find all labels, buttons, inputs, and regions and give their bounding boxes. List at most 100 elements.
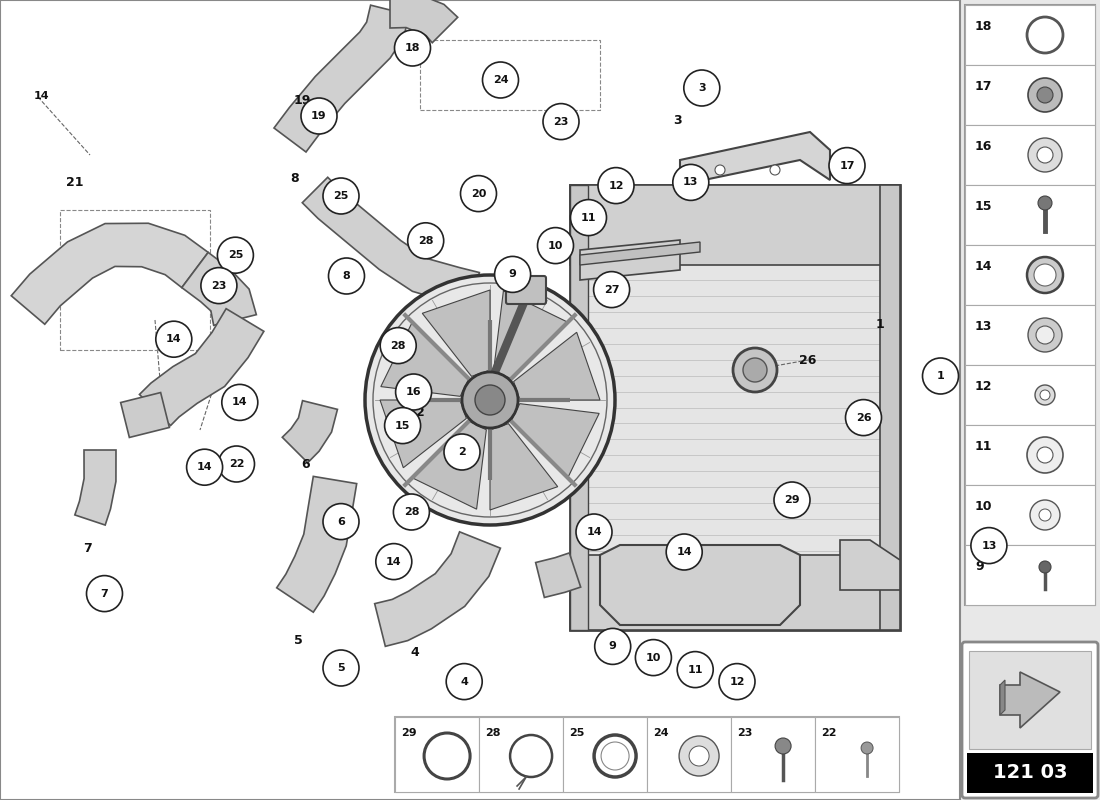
Text: 14: 14 (586, 527, 602, 537)
Text: 24: 24 (653, 729, 669, 738)
Text: 17: 17 (839, 161, 855, 170)
FancyBboxPatch shape (570, 185, 589, 630)
Circle shape (1037, 147, 1053, 163)
Circle shape (1040, 390, 1050, 400)
FancyBboxPatch shape (965, 305, 1094, 365)
Circle shape (776, 738, 791, 754)
Circle shape (219, 446, 254, 482)
Text: 23: 23 (553, 117, 569, 126)
Polygon shape (1000, 672, 1060, 728)
Text: 4: 4 (460, 677, 469, 686)
Polygon shape (11, 223, 208, 324)
Polygon shape (600, 545, 800, 625)
Text: 12: 12 (608, 181, 624, 190)
Circle shape (381, 328, 416, 363)
Polygon shape (283, 401, 338, 462)
FancyBboxPatch shape (395, 717, 899, 792)
Circle shape (543, 104, 579, 139)
Text: 6: 6 (301, 458, 310, 470)
Circle shape (971, 528, 1006, 563)
Polygon shape (182, 253, 256, 326)
Circle shape (594, 271, 629, 307)
Circle shape (774, 482, 810, 518)
Circle shape (495, 256, 530, 292)
Text: 8: 8 (342, 271, 351, 281)
Polygon shape (390, 0, 458, 42)
Polygon shape (121, 393, 169, 438)
Circle shape (323, 650, 359, 686)
Circle shape (87, 576, 122, 611)
Text: 11: 11 (688, 665, 703, 674)
Text: 25: 25 (333, 191, 349, 201)
Text: 11: 11 (975, 439, 992, 453)
Circle shape (396, 374, 431, 410)
Text: 13: 13 (981, 541, 997, 550)
FancyBboxPatch shape (962, 642, 1098, 798)
Circle shape (861, 742, 873, 754)
Text: 11: 11 (581, 213, 596, 222)
Circle shape (323, 504, 359, 540)
Text: 27: 27 (604, 285, 619, 294)
FancyBboxPatch shape (965, 5, 1094, 65)
Text: 26: 26 (856, 413, 871, 422)
Text: 28: 28 (418, 236, 433, 246)
Text: 16: 16 (975, 139, 992, 153)
FancyBboxPatch shape (395, 717, 478, 792)
Circle shape (1034, 264, 1056, 286)
Text: 9: 9 (608, 642, 617, 651)
Text: 15: 15 (975, 199, 992, 213)
Circle shape (1027, 437, 1063, 473)
Circle shape (1040, 561, 1050, 573)
Circle shape (1028, 78, 1062, 112)
Text: 12: 12 (975, 379, 992, 393)
Circle shape (1037, 87, 1053, 103)
Text: 27: 27 (544, 234, 562, 246)
Polygon shape (494, 291, 568, 378)
Circle shape (595, 629, 630, 664)
Text: 24: 24 (493, 75, 508, 85)
Circle shape (408, 223, 443, 259)
FancyBboxPatch shape (880, 185, 900, 630)
Circle shape (394, 494, 429, 530)
Circle shape (733, 348, 777, 392)
Circle shape (1030, 500, 1060, 530)
Text: 28: 28 (404, 507, 419, 517)
Circle shape (576, 514, 612, 550)
FancyBboxPatch shape (967, 753, 1093, 793)
Circle shape (678, 651, 713, 687)
Text: 17: 17 (975, 79, 992, 93)
Polygon shape (75, 450, 116, 525)
Text: 1: 1 (936, 371, 945, 381)
FancyBboxPatch shape (570, 185, 900, 265)
FancyBboxPatch shape (965, 425, 1094, 485)
Circle shape (1035, 385, 1055, 405)
Circle shape (301, 98, 337, 134)
Circle shape (719, 664, 755, 699)
FancyBboxPatch shape (965, 5, 1094, 605)
Text: 8: 8 (290, 171, 299, 185)
Text: 14: 14 (232, 398, 248, 407)
Text: 14: 14 (197, 462, 212, 472)
Polygon shape (536, 553, 581, 598)
Text: 10: 10 (646, 653, 661, 662)
FancyBboxPatch shape (563, 717, 647, 792)
Text: 29: 29 (784, 495, 800, 505)
Text: 28: 28 (390, 341, 406, 350)
Circle shape (222, 384, 257, 421)
Circle shape (1028, 138, 1062, 172)
Circle shape (673, 164, 708, 200)
Text: 5: 5 (338, 663, 344, 673)
Text: 18: 18 (405, 43, 420, 53)
Polygon shape (580, 242, 700, 265)
Circle shape (571, 200, 606, 235)
Text: 5: 5 (294, 634, 302, 646)
Circle shape (846, 400, 881, 435)
Circle shape (1027, 257, 1063, 293)
Polygon shape (680, 132, 830, 185)
Text: 13: 13 (975, 319, 992, 333)
Circle shape (684, 70, 719, 106)
Polygon shape (412, 422, 486, 509)
FancyBboxPatch shape (969, 651, 1091, 749)
Text: 15: 15 (395, 421, 410, 430)
Polygon shape (490, 424, 558, 510)
